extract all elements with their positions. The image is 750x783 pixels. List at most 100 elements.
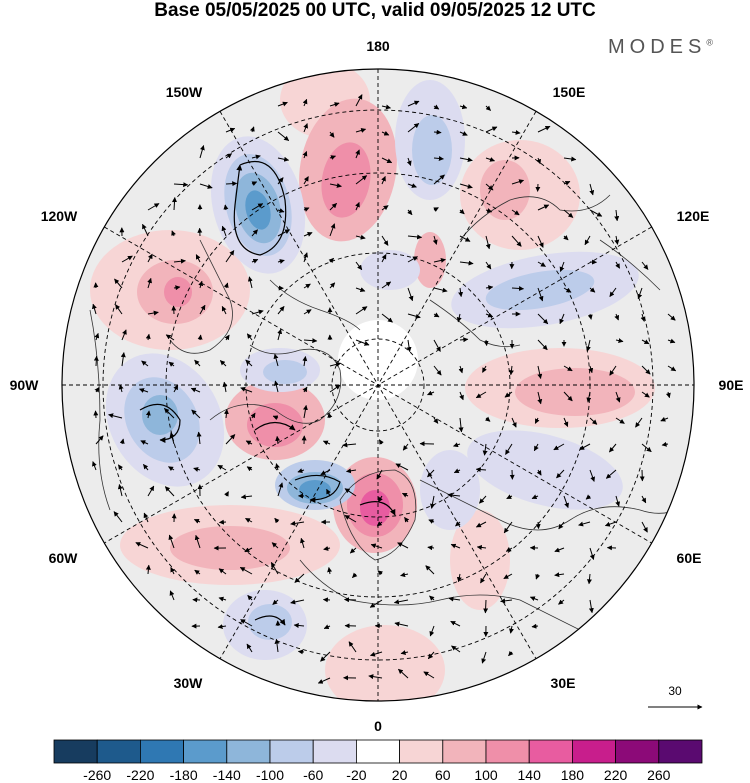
colorbar-tick-label: 180 — [561, 767, 585, 783]
wind-arrow — [92, 461, 97, 471]
wind-arrow — [381, 130, 390, 136]
wind-arrow — [458, 287, 464, 298]
wind-arrow — [667, 338, 676, 344]
colorbar-swatch — [658, 739, 703, 764]
wind-arrow — [381, 205, 389, 211]
colorbar-swatch — [139, 739, 184, 764]
wind-arrow — [381, 235, 389, 246]
wind-arrow — [199, 304, 206, 315]
wind-arrow — [641, 443, 652, 453]
wind-arrow — [369, 599, 383, 608]
wind-arrow — [274, 638, 280, 653]
wind-arrow — [302, 356, 308, 367]
wind-arrow — [378, 439, 384, 445]
wind-arrow — [115, 304, 123, 315]
coastlines — [89, 194, 691, 641]
wind-arrow — [244, 547, 253, 553]
wind-arrow — [482, 443, 488, 456]
wind-arrow — [428, 519, 435, 524]
wind-arrow — [450, 620, 461, 627]
wind-arrow — [224, 334, 230, 341]
wind-arrow — [588, 599, 594, 614]
wind-arrow — [401, 492, 409, 498]
wind-arrow — [94, 386, 100, 393]
wind-arrow — [275, 463, 280, 471]
wind-arrow — [407, 123, 420, 133]
wind-arrow — [661, 441, 669, 447]
colorbar: -260 -220 -180 -140 -100 -60 -20 20 60 100 140 180 2… — [53, 739, 703, 783]
wind-arrow — [604, 521, 617, 527]
wind-arrow — [218, 596, 227, 602]
wind-arrow — [297, 649, 305, 655]
wind-arrow — [459, 391, 464, 401]
wind-arrow — [433, 207, 439, 212]
wind-arrow — [328, 257, 334, 264]
wind-arrow — [370, 651, 383, 657]
wind-arrow — [219, 360, 227, 367]
wind-arrow — [459, 235, 471, 242]
wind-arrow — [165, 334, 175, 341]
lon-label-120e: 120E — [677, 208, 710, 224]
wind-arrow — [251, 154, 261, 160]
wind-arrow — [589, 209, 603, 217]
colorbar-tick-label: 220 — [604, 767, 628, 783]
wind-arrow — [531, 494, 539, 500]
wind-arrow — [508, 365, 514, 376]
wind-arrow — [355, 201, 360, 211]
reference-vector-label: 30 — [668, 684, 682, 698]
wind-arrow — [247, 595, 253, 601]
wind-arrow — [579, 443, 591, 451]
wind-arrow — [145, 410, 151, 419]
wind-arrow — [277, 328, 283, 341]
wind-arrow — [483, 599, 489, 614]
wind-arrow — [303, 207, 310, 212]
colorbar-swatch — [485, 739, 530, 764]
wind-arrow — [223, 409, 229, 419]
wind-arrow — [250, 412, 256, 419]
wind-arrow — [394, 621, 409, 627]
wind-arrow — [329, 102, 340, 107]
wind-arrow — [168, 361, 175, 367]
wind-arrow — [199, 145, 205, 159]
wind-arrow — [563, 365, 573, 372]
wind-arrow — [145, 333, 151, 341]
wind-arrow — [400, 572, 409, 578]
wind-arrow — [563, 180, 571, 186]
wind-arrow — [586, 573, 592, 585]
map-disk — [62, 69, 694, 701]
wind-arrow — [535, 573, 541, 580]
wind-arrow — [505, 443, 513, 455]
wind-arrow — [641, 365, 651, 375]
wind-arrow — [423, 671, 435, 679]
colorbar-tick-label: -260 — [83, 767, 111, 783]
wind-arrow — [511, 179, 525, 185]
wind-arrow — [511, 209, 520, 216]
wind-arrow — [93, 410, 99, 419]
wind-arrow — [448, 596, 461, 602]
wind-arrow — [511, 235, 522, 247]
wind-arrow — [293, 622, 305, 628]
wind-arrow — [641, 495, 647, 504]
wind-arrow — [476, 544, 487, 550]
wind-arrow — [225, 153, 232, 159]
wind-arrow — [402, 443, 409, 451]
wind-arrow — [503, 573, 513, 580]
wind-arrow — [427, 469, 435, 478]
wind-arrow — [578, 521, 591, 527]
colorbar-swatch — [53, 739, 98, 764]
wind-arrow — [326, 488, 331, 497]
wind-arrow — [537, 339, 548, 351]
wind-arrow — [245, 517, 253, 523]
colorbar-tick-label: 260 — [647, 767, 671, 783]
wind-arrow — [118, 384, 124, 393]
wind-arrow — [459, 131, 468, 136]
wind-arrow — [173, 384, 179, 393]
wind-arrow — [277, 101, 288, 107]
wind-arrow — [453, 442, 461, 448]
wind-arrow — [355, 234, 366, 240]
wind-arrow — [277, 482, 284, 497]
wind-arrow — [193, 467, 201, 472]
wind-arrow — [479, 495, 487, 504]
wind-arrow — [609, 365, 617, 376]
wind-arrow — [270, 561, 279, 575]
